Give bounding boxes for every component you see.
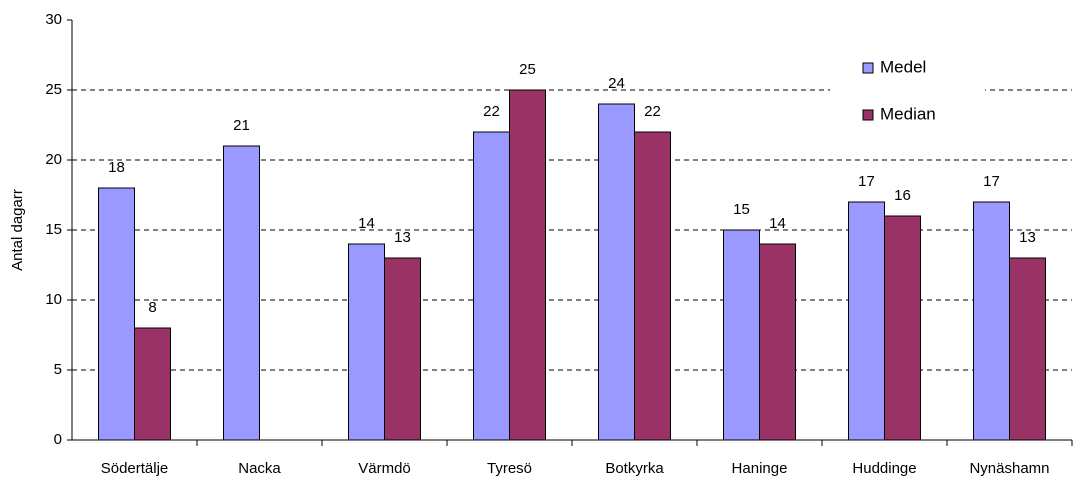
bar: [759, 243, 796, 441]
bar: [348, 243, 385, 441]
bar: [848, 201, 885, 441]
bar: [223, 145, 260, 441]
y-tick-label: 0: [54, 431, 62, 448]
data-label: 13: [394, 229, 411, 246]
x-tick-label: Botkyrka: [605, 460, 664, 477]
data-label: 18: [108, 159, 125, 176]
data-label: 16: [894, 187, 911, 204]
y-tick-label: 25: [45, 81, 62, 98]
legend-label: Median: [880, 104, 936, 123]
bar: [973, 201, 1010, 441]
data-label: 22: [483, 103, 500, 120]
data-label: 8: [148, 299, 156, 316]
x-tick-label: Haninge: [732, 460, 788, 477]
bar: [634, 131, 671, 441]
x-tick-label: Nacka: [238, 460, 281, 477]
bar: [509, 89, 546, 441]
data-label: 22: [644, 103, 661, 120]
x-tick-label: Tyresö: [487, 460, 532, 477]
y-tick-label: 15: [45, 221, 62, 238]
data-label: 17: [858, 173, 875, 190]
legend-label: Medel: [880, 57, 926, 76]
legend-swatch: [862, 62, 874, 74]
data-label: 13: [1019, 229, 1036, 246]
data-label: 21: [233, 117, 250, 134]
bar: [598, 103, 635, 441]
bar: [384, 257, 421, 441]
bar: [98, 187, 135, 441]
legend-box: [830, 45, 985, 140]
y-axis-label: Antal dagarr: [9, 189, 26, 271]
data-label: 14: [358, 215, 375, 232]
bar: [884, 215, 921, 441]
bar: [473, 131, 510, 441]
x-tick-label: Södertälje: [101, 460, 169, 477]
x-tick-label: Värmdö: [358, 460, 411, 477]
data-label: 24: [608, 75, 625, 92]
bar: [1009, 257, 1046, 441]
data-label: 17: [983, 173, 1000, 190]
legend-swatch: [862, 109, 874, 121]
data-label: 25: [519, 61, 536, 78]
bar: [723, 229, 760, 441]
data-label: 14: [769, 215, 786, 232]
y-tick-label: 20: [45, 151, 62, 168]
y-tick-label: 30: [45, 11, 62, 28]
bar: [134, 327, 171, 441]
data-label: 15: [733, 201, 750, 218]
x-tick-label: Huddinge: [852, 460, 916, 477]
y-tick-label: 10: [45, 291, 62, 308]
y-tick-label: 5: [54, 361, 62, 378]
x-tick-label: Nynäshamn: [969, 460, 1049, 477]
